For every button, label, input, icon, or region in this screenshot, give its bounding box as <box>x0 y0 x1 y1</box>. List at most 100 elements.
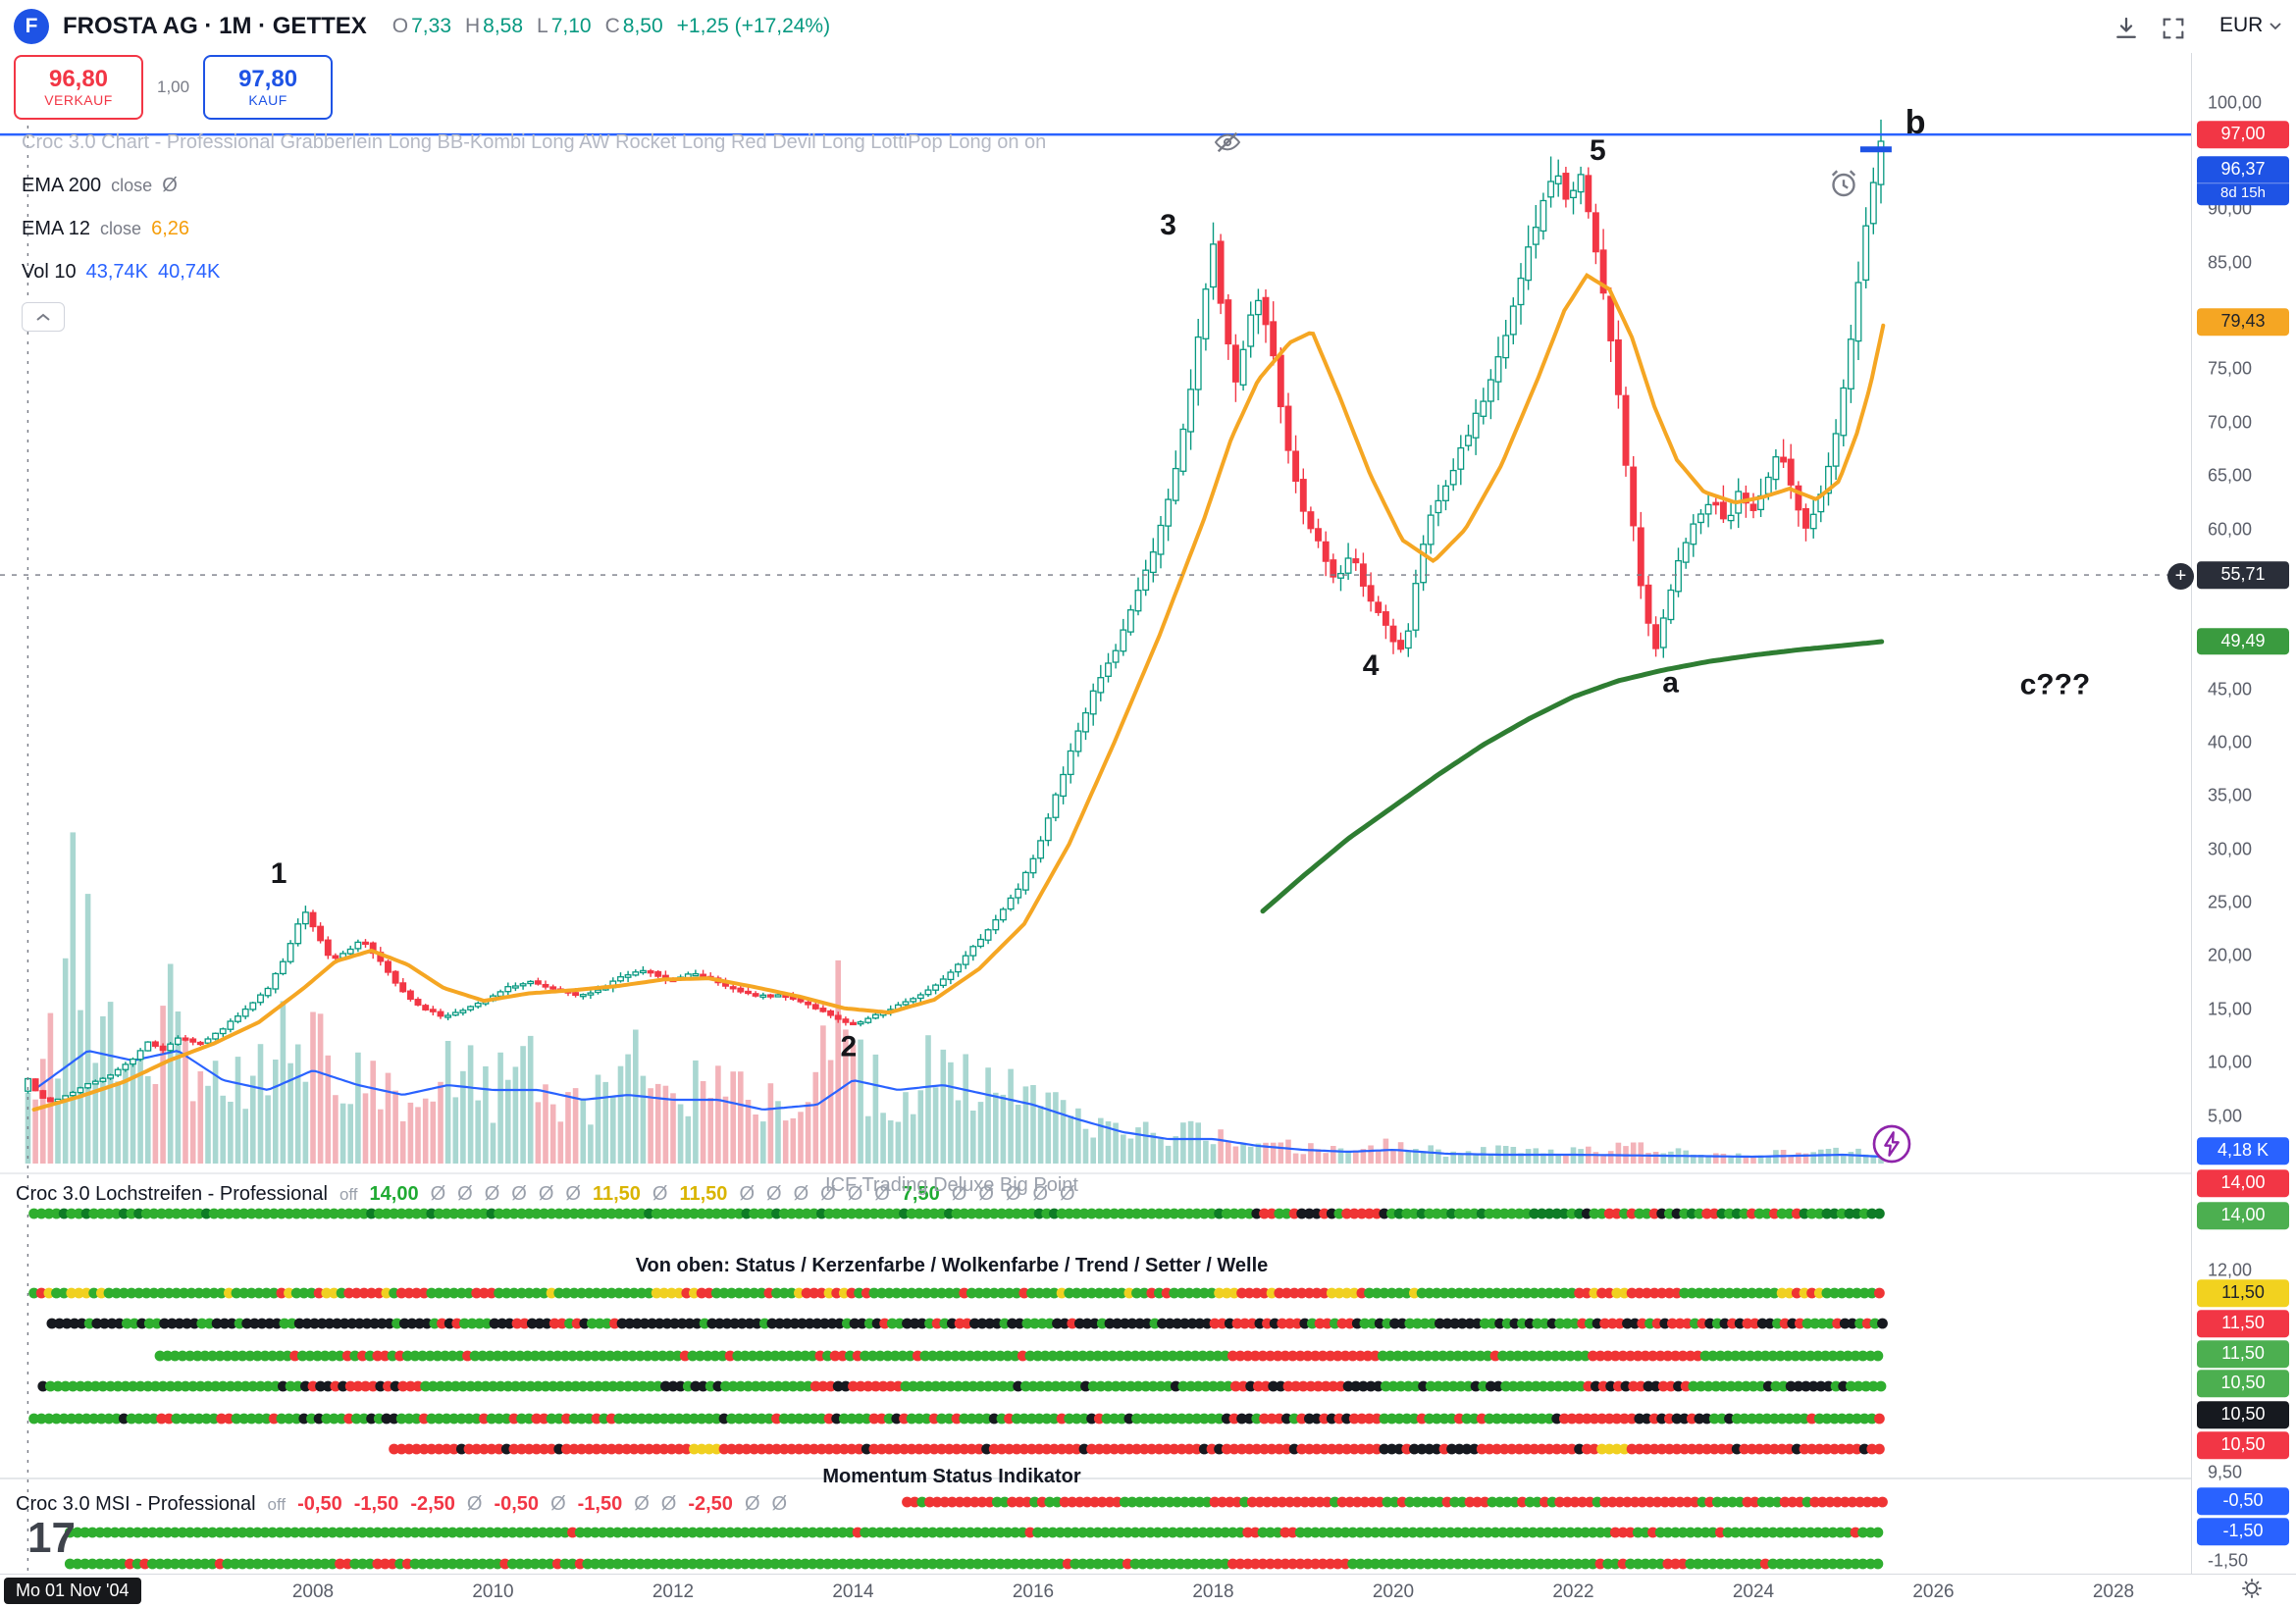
lochstreifen-strip-dot <box>441 1208 452 1219</box>
msi-strip-2-dot <box>717 1527 728 1538</box>
currency-selector[interactable]: EUR <box>2219 14 2282 37</box>
lochstreifen-strip-dot <box>434 1208 444 1219</box>
setter-strip-dot <box>756 1413 767 1425</box>
buy-button[interactable]: 97,80 KAUF <box>203 55 334 120</box>
lochstreifen-strip-dot <box>1529 1208 1540 1219</box>
candle-body <box>1112 649 1120 663</box>
setter-strip-dot <box>696 1413 707 1425</box>
setter-strip-dot <box>1506 1413 1518 1425</box>
msi-strip-3-dot <box>972 1558 983 1570</box>
candle-body <box>354 941 362 950</box>
msi-strip-3-dot <box>912 1558 923 1570</box>
legend-row-volume[interactable]: Vol 10 43,74K 40,74K <box>22 259 1046 285</box>
download-icon[interactable] <box>2110 12 2143 45</box>
symbol-title[interactable]: FROSTA AG · 1M · GETTEX <box>63 13 367 39</box>
msi-strip-2-dot <box>1377 1527 1388 1538</box>
volume-bar <box>1818 1149 1824 1164</box>
wolkenfarbe-strip-dot <box>619 1350 631 1362</box>
lochstreifen-strip-dot <box>1694 1208 1705 1219</box>
trend-strip-dot <box>1492 1380 1504 1392</box>
alert-clock-icon[interactable] <box>1826 166 1861 206</box>
low-value: 7,10 <box>550 15 592 37</box>
welle-strip-dot <box>1259 1443 1270 1455</box>
trend-strip-dot <box>112 1380 124 1392</box>
setter-strip-dot <box>1424 1413 1435 1425</box>
volume-bar <box>1375 1151 1382 1164</box>
welle-strip-dot <box>523 1443 535 1455</box>
status-strip-dot <box>1521 1287 1533 1299</box>
welle-strip-dot <box>1747 1443 1757 1455</box>
msi-strip-2-dot <box>446 1527 458 1538</box>
msi-strip-2-dot <box>1775 1527 1786 1538</box>
lochstreifen-strip-dot <box>463 1208 475 1219</box>
setter-strip-dot <box>96 1413 107 1425</box>
msi-strip-3-dot <box>1850 1558 1861 1570</box>
trend-strip-dot <box>1418 1380 1429 1392</box>
msi-strip-2-dot <box>1355 1527 1366 1538</box>
sell-button[interactable]: 96,80 VERKAUF <box>14 55 143 120</box>
status-strip-dot <box>1761 1287 1773 1299</box>
status-strip-dot <box>965 1287 977 1299</box>
legend-row-ema12[interactable]: EMA 12 close 6,26 <box>22 216 1046 241</box>
msi-strip-2-dot <box>282 1527 293 1538</box>
time-axis[interactable]: Mo 01 Nov '04 2008 2010 2012 2014 2016 2018 20… <box>0 1574 2296 1607</box>
hide-line-eye-icon[interactable] <box>1212 127 1243 163</box>
legend-row-croc-chart[interactable]: Croc 3.0 Chart - Professional Grabberlei… <box>22 130 1046 155</box>
wolkenfarbe-strip-dot <box>1392 1350 1403 1362</box>
msi-strip-2-dot <box>1010 1527 1020 1538</box>
wolkenfarbe-strip-dot <box>1152 1350 1164 1362</box>
status-strip-dot <box>171 1287 183 1299</box>
volume-bar <box>1360 1149 1367 1164</box>
wolkenfarbe-strip-dot <box>950 1350 961 1362</box>
msi-strip-3-dot <box>574 1558 586 1570</box>
lochstreifen-strip-dot <box>523 1208 535 1219</box>
welle-strip-dot <box>928 1443 940 1455</box>
welle-strip-dot <box>1236 1443 1247 1455</box>
setter-strip-dot <box>584 1413 595 1425</box>
lochstreifen-strip-dot <box>1078 1208 1090 1219</box>
volume-bar <box>730 1071 736 1164</box>
axis-settings-gear-icon[interactable] <box>2239 1576 2265 1606</box>
legend-row-ema200[interactable]: EMA 200 close Ø <box>22 173 1046 198</box>
candle-body <box>1120 629 1127 652</box>
msi-strip-3-dot <box>1670 1558 1681 1570</box>
volume-bar <box>1525 1149 1532 1164</box>
status-strip-dot <box>1348 1287 1360 1299</box>
status-strip-dot <box>1288 1287 1300 1299</box>
msi-strip-2-dot <box>341 1527 353 1538</box>
lochstreifen-strip-dot <box>876 1208 887 1219</box>
msi-strip-3-dot <box>1602 1558 1614 1570</box>
trend-strip-dot <box>1381 1380 1391 1392</box>
kerzenfarbe-strip-dot <box>83 1318 95 1329</box>
currency-label: EUR <box>2219 14 2264 36</box>
wolkenfarbe-strip-dot <box>409 1350 421 1362</box>
volume-bar <box>1121 1134 1126 1164</box>
instant-order-lightning-icon[interactable] <box>1872 1124 1911 1168</box>
fullscreen-icon[interactable] <box>2157 12 2190 45</box>
msi-strip-2-dot <box>1152 1527 1164 1538</box>
lochstreifen-strip-dot <box>741 1208 753 1219</box>
lochstreifen-panel-title[interactable]: Croc 3.0 Lochstreifen - Professional off 1… <box>16 1183 1075 1206</box>
status-strip-dot <box>1259 1287 1270 1299</box>
msi-strip-1-dot <box>1412 1496 1423 1508</box>
welle-strip-dot <box>1694 1443 1705 1455</box>
candle-body <box>422 1005 430 1011</box>
setter-strip-dot <box>906 1413 917 1425</box>
trend-strip-dot <box>105 1380 116 1392</box>
volume-ma-value: 40,74K <box>158 260 221 283</box>
status-strip-dot <box>185 1287 197 1299</box>
symbol-logo[interactable]: F <box>14 9 49 44</box>
wolkenfarbe-strip-dot <box>1227 1350 1238 1362</box>
kerzenfarbe-strip-dot <box>69 1318 80 1329</box>
status-strip-dot <box>523 1287 535 1299</box>
msi-strip-3-dot <box>1730 1558 1741 1570</box>
add-order-plus-button[interactable]: + <box>2167 563 2194 590</box>
msi-panel-title[interactable]: Croc 3.0 MSI - Professional off -0,50 -1,50… <box>16 1493 787 1516</box>
status-strip-dot <box>651 1287 662 1299</box>
legend-collapse-button[interactable] <box>22 302 65 332</box>
msi-strip-2-dot <box>822 1527 833 1538</box>
candle-body <box>1210 243 1217 288</box>
candle-body <box>264 987 272 997</box>
price-axis[interactable]: 100,00 90,00 85,00 75,00 70,00 65,00 60,00 45,0… <box>2191 0 2296 1574</box>
